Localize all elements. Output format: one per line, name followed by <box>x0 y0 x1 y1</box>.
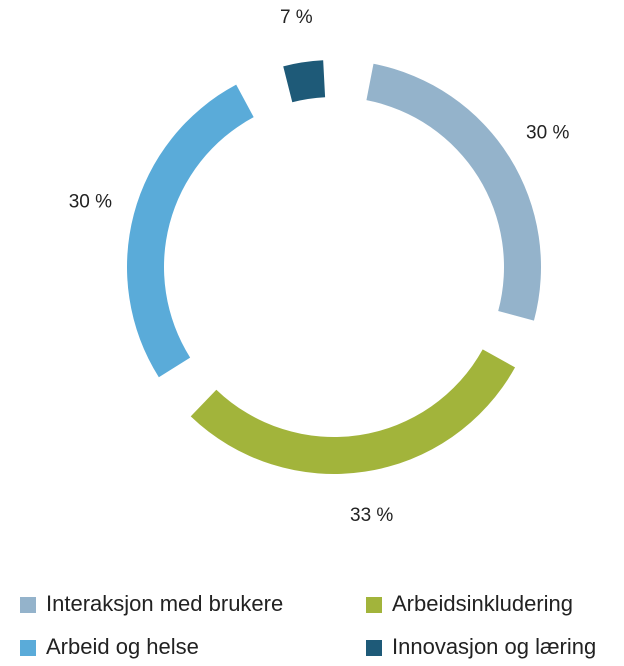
value-label: 7 % <box>280 7 313 28</box>
donut-segment <box>366 63 541 321</box>
legend-swatch <box>366 640 382 656</box>
legend-swatch <box>20 640 36 656</box>
legend-label: Arbeidsinkludering <box>392 591 573 616</box>
legend-label: Interaksjon med brukere <box>46 591 283 616</box>
value-label: 33 % <box>350 505 393 526</box>
legend-label: Arbeid og helse <box>46 634 199 659</box>
legend-swatch <box>366 597 382 613</box>
value-label: 30 % <box>69 192 112 213</box>
legend-label: Innovasjon og læring <box>392 634 596 659</box>
donut-segment <box>126 84 254 378</box>
value-label: 30 % <box>526 122 569 143</box>
legend-swatch <box>20 597 36 613</box>
donut-segment <box>283 60 326 103</box>
donut-segment <box>190 349 516 474</box>
